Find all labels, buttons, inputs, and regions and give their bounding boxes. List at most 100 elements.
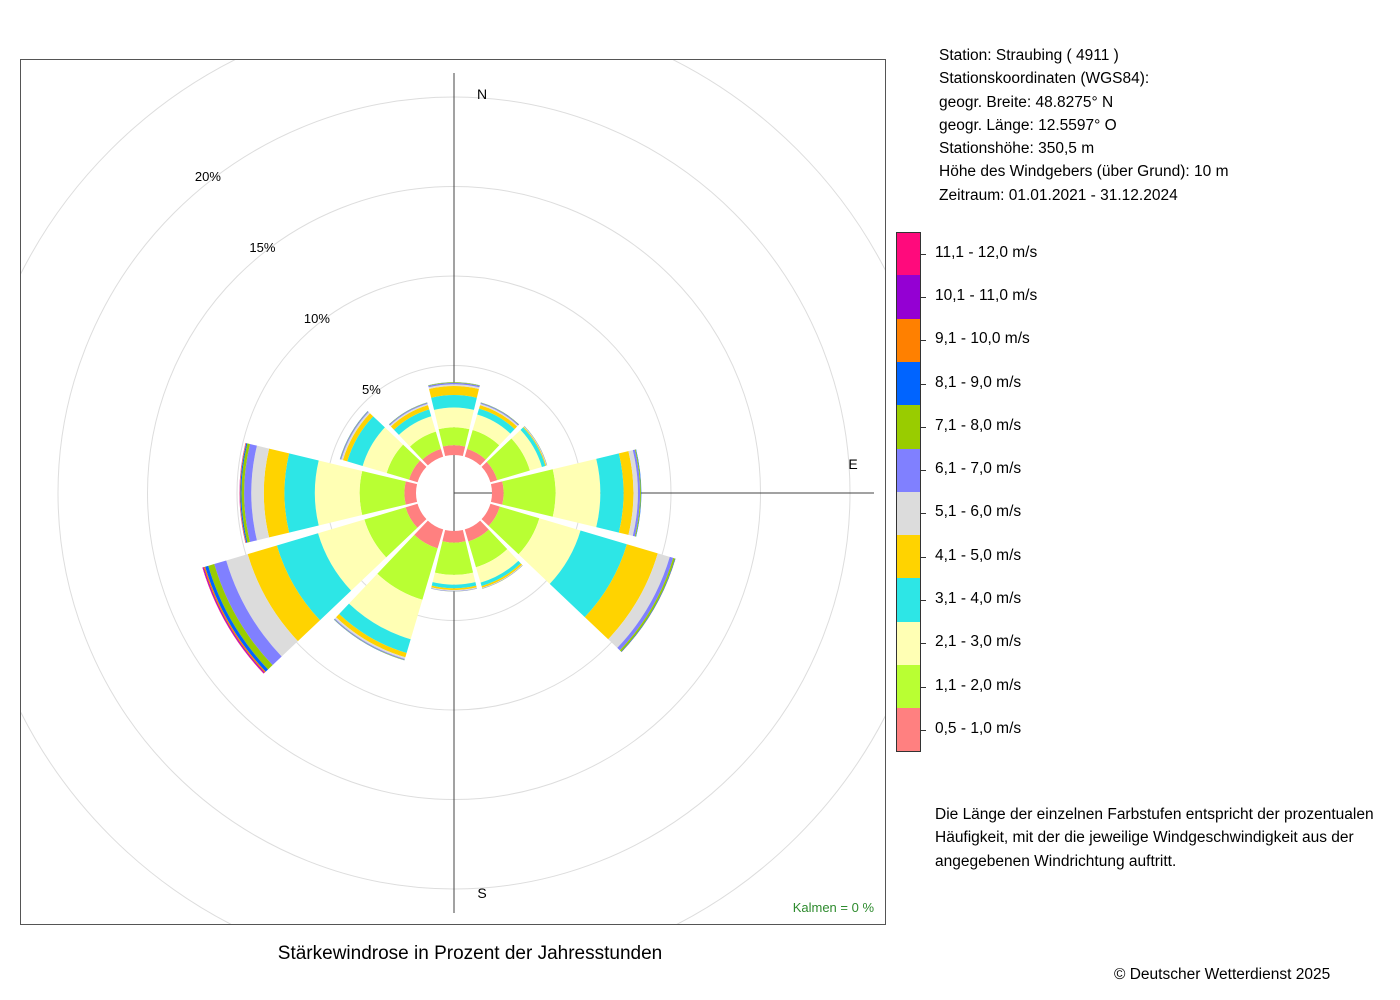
wind-sector-segment	[472, 414, 511, 446]
wind-sector-segment	[347, 416, 385, 466]
wind-sector-segment	[239, 443, 247, 543]
wind-sector-segment	[480, 403, 519, 427]
wind-sector-segment	[468, 529, 508, 568]
legend-tick	[920, 383, 926, 385]
wind-sector-segment	[584, 544, 658, 640]
legend-swatch	[896, 405, 921, 449]
legend-swatch	[896, 361, 921, 406]
legend-label: 2,1 - 3,0 m/s	[935, 633, 1022, 651]
legend-swatch	[896, 318, 921, 363]
wind-sector-segment	[398, 416, 436, 447]
wind-sector-segment	[552, 458, 601, 528]
direction-label-e: E	[848, 456, 857, 472]
ring-label: 10%	[304, 311, 330, 326]
legend-label: 8,1 - 9,0 m/s	[935, 373, 1022, 391]
legend-tick	[920, 426, 926, 428]
wind-sector-segment	[244, 444, 257, 542]
wind-sector-segment	[632, 449, 641, 537]
ring-label: 5%	[362, 382, 381, 397]
wind-sector-segment	[408, 460, 427, 483]
longitude: geogr. Länge: 12.5597° O	[939, 116, 1117, 134]
wind-sector-segment	[617, 556, 674, 651]
legend-tick	[920, 513, 926, 515]
ring-label: 15%	[249, 240, 275, 255]
wind-sector-segment	[549, 530, 627, 618]
legend-tick	[920, 556, 926, 558]
wind-sector-segment	[318, 519, 387, 591]
wind-sector-segment	[520, 427, 546, 467]
wind-sector-segment	[405, 503, 427, 528]
wind-sector-segment	[339, 603, 411, 654]
legend-label: 0,5 - 1,0 m/s	[935, 719, 1022, 737]
wind-sector-segment	[404, 481, 418, 505]
wind-sector-segment	[490, 481, 504, 505]
wind-sector-segment	[214, 560, 282, 666]
legend-label: 1,1 - 2,0 m/s	[935, 676, 1022, 694]
wind-sector-segment	[477, 408, 515, 434]
legend-tick	[920, 340, 926, 342]
wind-sector-segment	[314, 460, 363, 526]
legend-tick	[920, 643, 926, 645]
legend-swatch	[896, 665, 921, 709]
wind-sector-segment	[364, 507, 418, 558]
legend-swatch	[896, 621, 921, 666]
wind-sector-segment	[428, 384, 480, 390]
legend-swatch	[896, 578, 921, 623]
wind-sector-segment	[434, 541, 474, 575]
coords-title: Stationskoordinaten (WGS84):	[939, 70, 1150, 88]
sensor-height: Höhe des Windgebers (über Grund): 10 m	[939, 163, 1229, 181]
wind-sector-segment	[438, 427, 470, 447]
wind-rose-plot: 5% 10% 15% 20% N E S Kalmen = 0 %	[20, 59, 886, 925]
legend-label: 6,1 - 7,0 m/s	[935, 460, 1022, 478]
wind-sector-segment	[251, 445, 270, 541]
wind-sector-segment	[431, 587, 477, 591]
wind-sector-segment	[467, 429, 500, 460]
wind-sector-segment	[464, 448, 486, 466]
wind-sector-segment	[226, 554, 298, 657]
wind-sector-segment	[518, 518, 581, 584]
legend-tick	[920, 729, 926, 731]
wind-sector-segment	[239, 442, 246, 544]
wind-sector-segment	[479, 405, 518, 430]
wind-sector-segment	[481, 461, 498, 483]
wind-sector-segment	[428, 382, 480, 386]
wind-sector-segment	[442, 529, 466, 543]
wind-sector-segment	[511, 429, 542, 471]
wind-sector-segment	[618, 451, 634, 535]
legend-tick	[920, 686, 926, 688]
wind-sector-segment	[241, 443, 250, 543]
wind-sector-segment	[428, 382, 480, 386]
wind-sector-segment	[596, 453, 624, 533]
wind-sector-segment	[422, 448, 444, 466]
wind-sector-segment	[431, 582, 477, 589]
wind-sector-segment	[429, 386, 479, 398]
period: Zeitraum: 01.01.2021 - 31.12.2024	[939, 186, 1178, 204]
legend-swatch	[896, 491, 921, 536]
wind-sector-segment	[389, 403, 428, 427]
wind-sector-segment	[480, 560, 521, 587]
legend-swatch	[896, 448, 921, 493]
legend-tick	[920, 470, 926, 472]
wind-sector-segment	[208, 564, 273, 670]
legend-swatch	[896, 232, 921, 276]
legend-label: 3,1 - 4,0 m/s	[935, 590, 1022, 608]
wind-sector-segment	[431, 588, 477, 592]
wind-sector-segment	[348, 573, 423, 640]
legend-label: 7,1 - 8,0 m/s	[935, 416, 1022, 434]
wind-sector-segment	[608, 553, 670, 648]
calm-label: Kalmen = 0 %	[792, 900, 874, 915]
wind-sector-segment	[205, 565, 269, 672]
wind-sector-segment	[414, 520, 444, 549]
wind-sector-segment	[336, 614, 407, 658]
wind-sector-segment	[284, 453, 319, 533]
wind-sector-segment	[628, 450, 638, 536]
legend-swatch	[896, 275, 921, 320]
direction-label-s: S	[477, 885, 486, 901]
wind-sector-segment	[481, 563, 523, 588]
wind-sector-segment	[239, 442, 246, 544]
wind-sector-segment	[635, 449, 642, 537]
wind-sector-segment	[475, 549, 519, 583]
station-info: Station: Straubing ( 4911 ) Stationskoor…	[939, 44, 1228, 207]
wind-rose-svg: 5% 10% 15% 20% N E S	[21, 60, 885, 924]
wind-sector-segment	[342, 413, 374, 462]
